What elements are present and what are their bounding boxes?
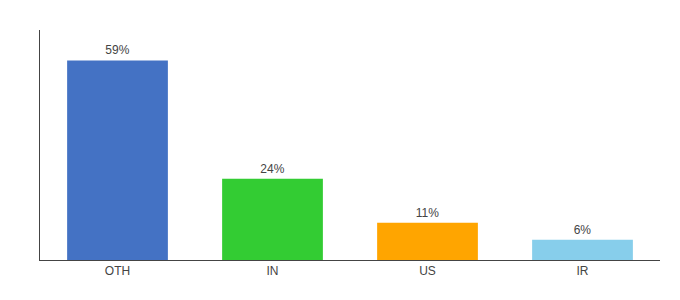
svg-text:6%: 6% xyxy=(574,223,592,237)
svg-text:11%: 11% xyxy=(416,206,439,220)
svg-text:IN: IN xyxy=(267,264,279,278)
svg-text:IR: IR xyxy=(577,264,589,278)
svg-text:59%: 59% xyxy=(105,43,129,57)
svg-text:US: US xyxy=(419,264,436,278)
svg-text:24%: 24% xyxy=(260,162,284,176)
svg-text:OTH: OTH xyxy=(105,264,130,278)
